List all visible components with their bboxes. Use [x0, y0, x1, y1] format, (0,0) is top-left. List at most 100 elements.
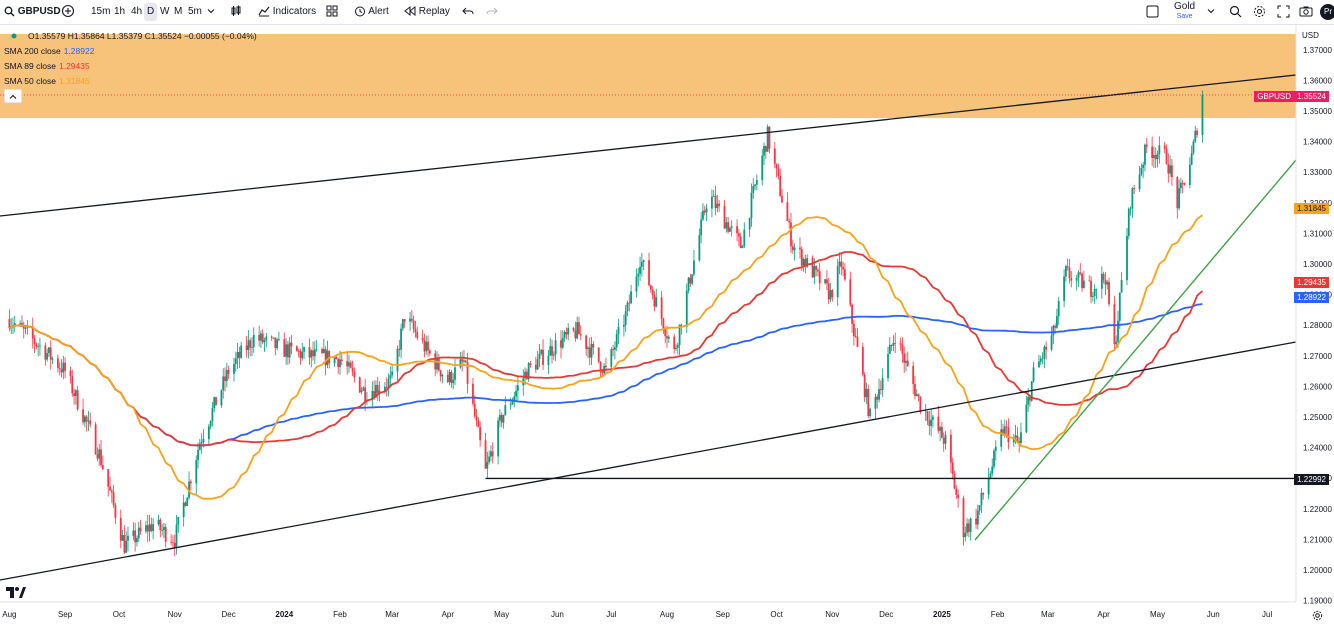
interval-dropdown[interactable] — [207, 0, 215, 24]
interval-15m[interactable]: 15m — [91, 6, 111, 17]
chevron-up-icon — [9, 94, 17, 99]
candle-body — [967, 523, 970, 532]
candle-body — [94, 424, 97, 455]
x-tick-label: Feb — [991, 610, 1005, 619]
candle-body — [534, 364, 537, 370]
candle-body — [511, 400, 514, 405]
candle-body — [542, 349, 544, 365]
axis-settings-button[interactable] — [1312, 608, 1323, 626]
candle-body — [1068, 267, 1071, 279]
interval-w[interactable]: W — [160, 6, 170, 17]
candle-body — [662, 318, 665, 330]
avatar[interactable]: Pr — [1320, 4, 1334, 20]
candle-body — [459, 359, 462, 368]
candle-body — [403, 319, 406, 322]
candle-body — [994, 446, 997, 451]
candle-body — [1154, 155, 1157, 160]
candle-body — [251, 347, 253, 348]
candle-body — [1183, 182, 1186, 185]
legend-sma200-value: 1.28922 — [63, 46, 95, 56]
candle-body — [852, 323, 855, 337]
chart-type-button[interactable] — [230, 0, 242, 24]
upper-channel-line — [0, 74, 1297, 217]
candle-body — [563, 331, 566, 339]
market-status-icon — [11, 33, 17, 39]
interval-5m[interactable]: 5m — [188, 6, 202, 17]
candle-body — [712, 195, 715, 197]
gear-icon — [1312, 610, 1323, 621]
candle-body — [1142, 164, 1145, 168]
interval-4h[interactable]: 4h — [131, 6, 143, 17]
candle-body — [964, 532, 967, 538]
candle-body — [83, 416, 86, 423]
square-icon — [1146, 5, 1159, 18]
resistance-zone — [0, 34, 1296, 118]
candle-body — [236, 352, 239, 359]
candle-body — [879, 389, 882, 391]
alert-label: Alert — [368, 6, 389, 17]
candle-body — [953, 473, 956, 489]
alert-button[interactable]: Alert — [354, 0, 389, 24]
candle-body — [856, 336, 859, 347]
candle-body — [288, 342, 291, 358]
candle-body — [101, 465, 104, 470]
candle-body — [261, 333, 264, 343]
quick-search-button[interactable] — [1229, 0, 1242, 24]
indicators-button[interactable]: Indicators — [258, 0, 316, 24]
templates-button[interactable] — [326, 0, 338, 24]
candle-body — [227, 369, 230, 374]
candle-body — [730, 226, 733, 228]
settings-button[interactable] — [1253, 0, 1266, 24]
candle-body — [71, 376, 74, 394]
candle-body — [741, 245, 744, 248]
candle-body — [917, 394, 920, 397]
candle-body — [610, 349, 613, 368]
layout-name-button[interactable]: Gold Save — [1174, 2, 1195, 22]
candle-body — [1201, 94, 1204, 135]
legend-sma50[interactable]: SMA 50 close 1.31845 — [4, 76, 90, 86]
interval-1h[interactable]: 1h — [114, 6, 126, 17]
candle-body — [728, 227, 731, 232]
candle-body — [667, 336, 670, 339]
price-axis[interactable]: 1.190001.200001.210001.220001.230001.240… — [1295, 25, 1332, 606]
replay-button[interactable]: Replay — [404, 0, 450, 24]
x-tick-label: Dec — [879, 610, 893, 619]
compare-button[interactable] — [61, 0, 75, 24]
legend-sma89[interactable]: SMA 89 close 1.29435 — [4, 61, 90, 71]
collapse-legend-button[interactable] — [4, 89, 22, 103]
candle-body — [642, 260, 645, 262]
candle-body — [705, 208, 708, 213]
layout-dropdown[interactable] — [1207, 0, 1215, 24]
candle-body — [464, 360, 467, 363]
y-tick-label: 1.28000 — [1303, 321, 1332, 330]
candle-body — [1000, 429, 1003, 447]
interval-d-active[interactable]: D — [144, 3, 158, 21]
legend-sma200[interactable]: SMA 200 close 1.28922 — [4, 46, 94, 56]
rewind-icon — [404, 6, 416, 17]
candle-body — [639, 266, 641, 274]
candle-body — [297, 350, 300, 352]
candle-body — [1043, 346, 1046, 359]
candle-body — [711, 196, 713, 209]
candle-body — [1151, 146, 1154, 158]
candle-body — [863, 374, 866, 398]
undo-button[interactable] — [462, 0, 474, 24]
symbol-search[interactable]: GBPUSD — [4, 0, 61, 24]
fullscreen-button[interactable] — [1277, 0, 1290, 24]
snapshot-button[interactable] — [1299, 0, 1313, 24]
layout-toggle[interactable] — [1146, 0, 1159, 24]
time-axis[interactable]: Aug Sep Oct Nov Dec 2024 Feb Mar Apr May Jun Jul Aug… — [0, 601, 1296, 619]
interval-m[interactable]: M — [174, 6, 183, 17]
candle-body — [838, 261, 841, 267]
y-tick-label: 1.20000 — [1303, 566, 1332, 575]
candle-body — [599, 361, 602, 372]
candle-body — [1014, 435, 1017, 438]
redo-button[interactable] — [486, 0, 498, 24]
alarm-clock-icon — [355, 6, 365, 17]
candle-body — [1045, 346, 1048, 350]
candle-body — [635, 276, 638, 292]
candle-body — [137, 527, 140, 539]
candle-body — [112, 492, 115, 505]
candle-body — [502, 414, 505, 423]
